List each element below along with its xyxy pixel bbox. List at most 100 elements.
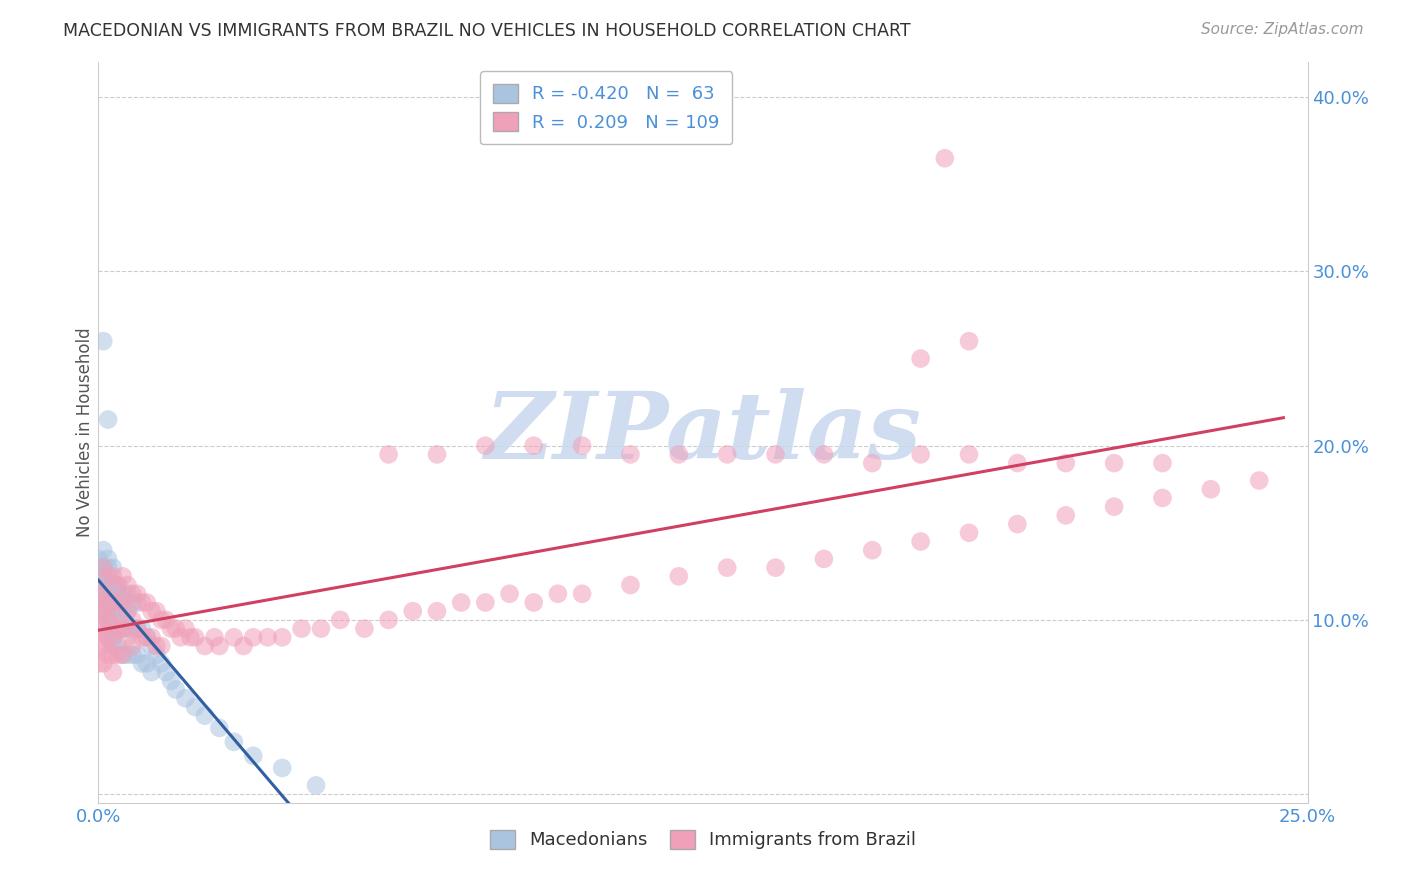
Point	[101, 613, 124, 627]
Point	[107, 578, 129, 592]
Point	[127, 587, 149, 601]
Point	[91, 622, 114, 636]
Point	[131, 595, 153, 609]
Point	[101, 648, 124, 662]
Point	[97, 569, 120, 583]
Point	[91, 639, 114, 653]
Point	[87, 639, 110, 653]
Point	[101, 613, 124, 627]
Point	[87, 552, 110, 566]
Legend: Macedonians, Immigrants from Brazil: Macedonians, Immigrants from Brazil	[482, 823, 924, 856]
Point	[91, 657, 114, 671]
Point	[1054, 508, 1077, 523]
Point	[813, 552, 835, 566]
Point	[934, 151, 956, 165]
Point	[402, 604, 425, 618]
Point	[910, 534, 932, 549]
Point	[121, 622, 143, 636]
Point	[145, 604, 167, 618]
Point	[117, 630, 139, 644]
Point	[97, 622, 120, 636]
Point	[127, 622, 149, 636]
Point	[107, 578, 129, 592]
Point	[498, 587, 520, 601]
Point	[91, 595, 114, 609]
Point	[97, 595, 120, 609]
Point	[910, 447, 932, 461]
Point	[155, 613, 177, 627]
Point	[121, 595, 143, 609]
Point	[117, 604, 139, 618]
Point	[1007, 456, 1029, 470]
Point	[97, 648, 120, 662]
Point	[169, 630, 191, 644]
Point	[87, 657, 110, 671]
Point	[145, 648, 167, 662]
Point	[101, 595, 124, 609]
Point	[101, 569, 124, 583]
Point	[222, 735, 245, 749]
Point	[271, 630, 294, 644]
Point	[121, 648, 143, 662]
Point	[111, 622, 134, 636]
Point	[121, 587, 143, 601]
Point	[127, 648, 149, 662]
Point	[121, 639, 143, 653]
Text: Source: ZipAtlas.com: Source: ZipAtlas.com	[1201, 22, 1364, 37]
Point	[135, 657, 157, 671]
Point	[91, 578, 114, 592]
Point	[1152, 456, 1174, 470]
Point	[242, 630, 264, 644]
Point	[107, 595, 129, 609]
Point	[87, 604, 110, 618]
Point	[111, 648, 134, 662]
Point	[97, 613, 120, 627]
Point	[91, 587, 114, 601]
Point	[111, 595, 134, 609]
Point	[97, 578, 120, 592]
Point	[474, 439, 496, 453]
Point	[910, 351, 932, 366]
Point	[194, 639, 217, 653]
Point	[329, 613, 352, 627]
Point	[107, 639, 129, 653]
Point	[426, 604, 449, 618]
Point	[242, 748, 264, 763]
Point	[91, 560, 114, 574]
Point	[111, 622, 134, 636]
Point	[91, 569, 114, 583]
Point	[377, 613, 399, 627]
Point	[101, 578, 124, 592]
Point	[141, 639, 163, 653]
Point	[1152, 491, 1174, 505]
Point	[174, 691, 197, 706]
Point	[1249, 474, 1271, 488]
Point	[1102, 500, 1125, 514]
Point	[111, 604, 134, 618]
Point	[305, 778, 328, 792]
Point	[716, 560, 738, 574]
Point	[97, 613, 120, 627]
Point	[145, 639, 167, 653]
Point	[222, 630, 245, 644]
Point	[97, 595, 120, 609]
Point	[474, 595, 496, 609]
Point	[87, 569, 110, 583]
Point	[107, 622, 129, 636]
Point	[860, 543, 883, 558]
Point	[97, 412, 120, 426]
Point	[97, 630, 120, 644]
Point	[131, 622, 153, 636]
Point	[716, 447, 738, 461]
Point	[111, 648, 134, 662]
Point	[619, 447, 641, 461]
Point	[450, 595, 472, 609]
Point	[813, 447, 835, 461]
Point	[1007, 517, 1029, 532]
Point	[107, 604, 129, 618]
Point	[87, 622, 110, 636]
Point	[765, 447, 787, 461]
Point	[91, 604, 114, 618]
Point	[957, 525, 980, 540]
Point	[523, 595, 546, 609]
